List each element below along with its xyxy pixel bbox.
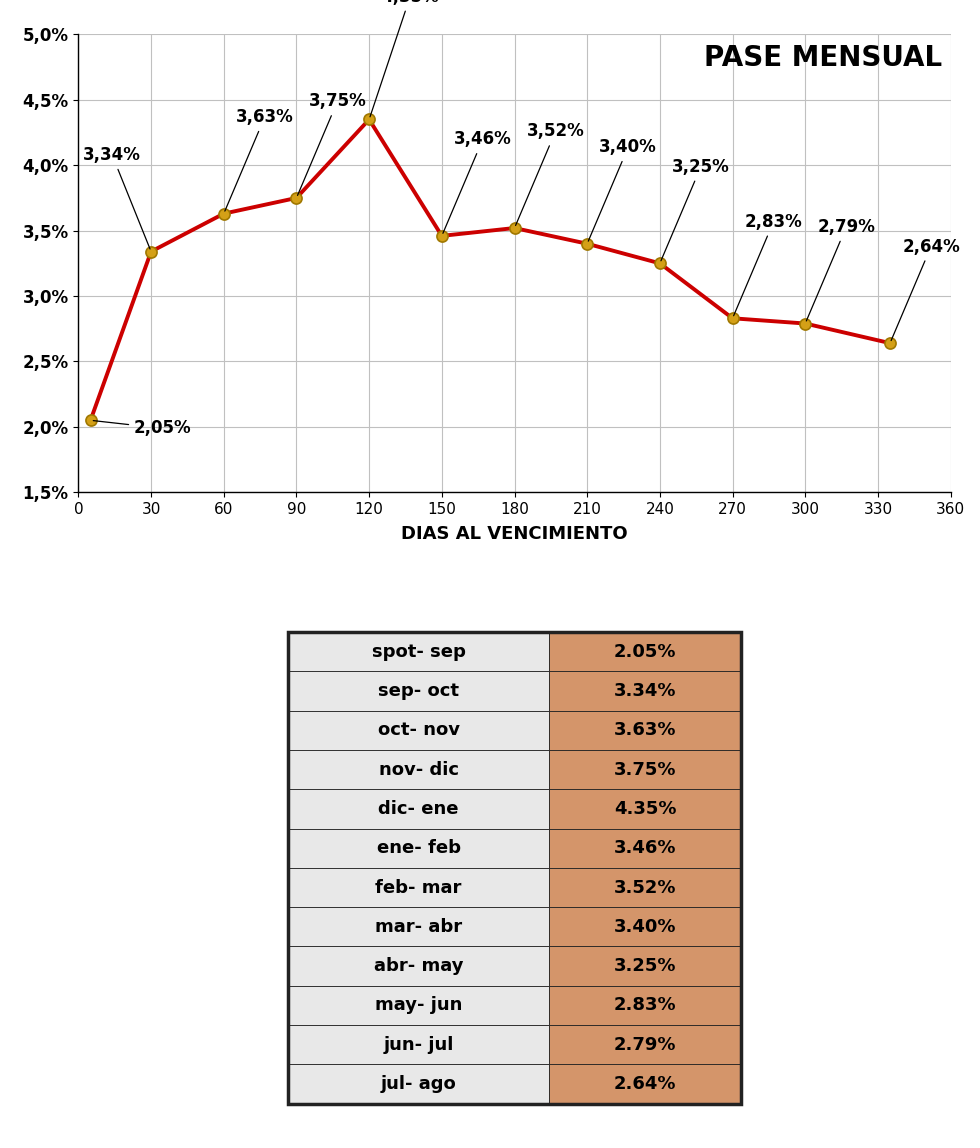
Text: 3,52%: 3,52%: [515, 123, 584, 225]
Text: mar- abr: mar- abr: [375, 917, 463, 936]
Bar: [288, 946, 550, 986]
Text: ene- feb: ene- feb: [376, 839, 461, 858]
Text: 2.05%: 2.05%: [614, 643, 676, 661]
Bar: [550, 711, 741, 750]
Text: 2,83%: 2,83%: [734, 212, 803, 316]
Bar: [288, 711, 550, 750]
Bar: [550, 1064, 741, 1103]
Text: 2.79%: 2.79%: [614, 1035, 676, 1054]
Text: 3,75%: 3,75%: [298, 92, 367, 195]
Text: 2,05%: 2,05%: [93, 419, 192, 437]
Bar: [288, 633, 741, 1103]
Bar: [288, 829, 550, 868]
Bar: [288, 633, 550, 672]
Text: feb- mar: feb- mar: [375, 878, 462, 897]
Bar: [550, 1025, 741, 1064]
Text: 3,63%: 3,63%: [224, 108, 294, 211]
Text: 3.46%: 3.46%: [614, 839, 676, 858]
Text: 3.63%: 3.63%: [614, 721, 676, 739]
Bar: [288, 672, 550, 711]
Text: nov- dic: nov- dic: [378, 761, 459, 778]
Text: 3.52%: 3.52%: [614, 878, 676, 897]
Text: 3.40%: 3.40%: [614, 917, 676, 936]
Bar: [550, 986, 741, 1025]
Text: may- jun: may- jun: [375, 996, 463, 1015]
Text: 3,46%: 3,46%: [443, 131, 512, 233]
Text: spot- sep: spot- sep: [371, 643, 466, 661]
Bar: [288, 1025, 550, 1064]
Text: jul- ago: jul- ago: [380, 1075, 457, 1093]
Bar: [288, 868, 550, 907]
Text: dic- ene: dic- ene: [378, 800, 459, 819]
Text: 3,34%: 3,34%: [83, 146, 150, 249]
Text: 3,25%: 3,25%: [661, 157, 730, 261]
Bar: [288, 790, 550, 829]
Bar: [288, 750, 550, 790]
Text: PASE MENSUAL: PASE MENSUAL: [704, 44, 942, 71]
Bar: [288, 1064, 550, 1103]
Text: oct- nov: oct- nov: [377, 721, 460, 739]
X-axis label: DIAS AL VENCIMIENTO: DIAS AL VENCIMIENTO: [401, 526, 628, 543]
Text: 2.64%: 2.64%: [614, 1075, 676, 1093]
Text: jun- jul: jun- jul: [383, 1035, 454, 1054]
Text: 3.34%: 3.34%: [614, 682, 676, 700]
Bar: [550, 633, 741, 672]
Bar: [550, 750, 741, 790]
Bar: [288, 986, 550, 1025]
Text: 2,64%: 2,64%: [891, 238, 959, 341]
Text: 4,35%: 4,35%: [370, 0, 439, 117]
Bar: [550, 790, 741, 829]
Bar: [550, 868, 741, 907]
Text: 3.25%: 3.25%: [614, 957, 676, 975]
Bar: [550, 672, 741, 711]
Text: 2,79%: 2,79%: [807, 218, 875, 321]
Bar: [550, 907, 741, 946]
Text: 4.35%: 4.35%: [614, 800, 676, 819]
Text: 3.75%: 3.75%: [614, 761, 676, 778]
Text: abr- may: abr- may: [373, 957, 464, 975]
Text: 3,40%: 3,40%: [588, 138, 657, 241]
Text: sep- oct: sep- oct: [378, 682, 459, 700]
Text: 2.83%: 2.83%: [614, 996, 676, 1015]
Bar: [550, 946, 741, 986]
Bar: [288, 907, 550, 946]
Bar: [550, 829, 741, 868]
